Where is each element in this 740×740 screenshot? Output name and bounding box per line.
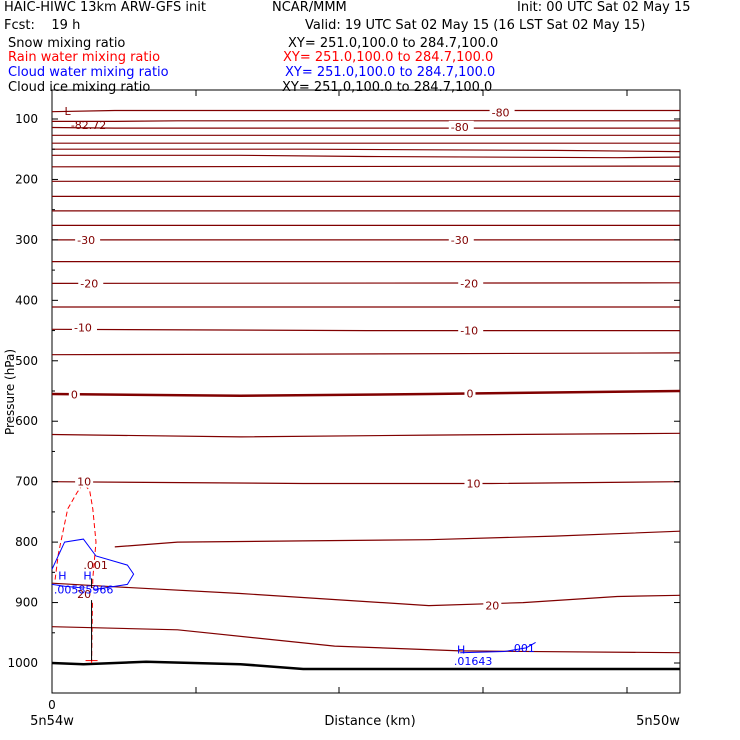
field-rain-xy: XY= 251.0,100.0 to 284.7,100.0 — [283, 50, 494, 65]
ground-surface — [51, 660, 680, 671]
field-ice-xy: XY= 251.0,100.0 to 284.7,100.0 — [282, 80, 493, 95]
y-tick-label: 100 — [15, 112, 38, 126]
isotherm-label: -20 — [80, 277, 98, 290]
extrema-label: H — [58, 569, 66, 582]
isotherm-label-bg — [68, 388, 80, 401]
x-tick-label-start: 0 — [48, 698, 56, 712]
isotherm-label-bg — [75, 233, 101, 246]
y-tick-label: 200 — [15, 172, 38, 186]
cloud-contours — [51, 538, 536, 654]
isotherm-line — [52, 148, 681, 153]
isotherm-line — [51, 432, 681, 438]
isotherm-label-bg — [78, 277, 104, 290]
x-right-label: 5n50w — [636, 714, 680, 729]
y-tick-label: 300 — [15, 233, 38, 247]
isotherm-line — [51, 126, 680, 129]
contour-labels: -80 -80 -30 -30 -20 -20 -10 -10 0 0 10 10 20 20 L-82.7… — [54, 105, 535, 668]
field-cloud-name: Cloud water mixing ratio — [8, 65, 169, 80]
header-fcst: Fcst: 19 h — [4, 18, 81, 33]
field-snow-xy: XY= 251.0,100.0 to 284.7,100.0 — [288, 36, 499, 51]
isotherm-line — [51, 389, 681, 398]
isotherm-label-bg — [483, 599, 502, 612]
isotherm-label-bg — [458, 277, 484, 290]
temperature-isotherms — [51, 109, 681, 654]
field-rain-name: Rain water mixing ratio — [8, 50, 161, 65]
isotherm-label: -30 — [451, 234, 469, 247]
y-tick-label: 900 — [15, 596, 38, 610]
isotherm-line — [51, 165, 681, 168]
isotherm-label: -10 — [460, 325, 478, 338]
isotherm-label: 0 — [71, 389, 78, 402]
ground-line — [51, 660, 680, 671]
isotherm-label-bg — [489, 106, 515, 119]
extrema-label: -82.72 — [71, 119, 106, 132]
isotherm-label-bg — [464, 477, 483, 490]
isotherm-label: 20 — [485, 600, 499, 613]
isotherm-label: 20 — [77, 588, 91, 601]
isotherm-label: 10 — [77, 476, 91, 489]
isotherm-label-bg — [71, 321, 97, 334]
extrema-label: H — [83, 569, 91, 582]
y-tick-label: 800 — [15, 535, 38, 549]
isotherm-label-bg — [448, 233, 474, 246]
isotherm-line — [114, 530, 681, 548]
y-tick-label: 500 — [15, 354, 38, 368]
extrema-label: .00585966 — [54, 583, 114, 596]
y-axis-title: Pressure (hPa) — [3, 349, 17, 435]
x-left-label: 5n54w — [30, 714, 74, 729]
isotherm-label: -80 — [492, 106, 510, 119]
y-tick-label: 400 — [15, 293, 38, 307]
isotherm-label-bg — [458, 324, 484, 337]
cloud-contour-left — [51, 538, 135, 590]
isotherm-line — [51, 582, 681, 607]
extrema-label: .001 — [510, 642, 535, 655]
header-org: NCAR/MMM — [272, 0, 347, 15]
isotherm-label: 10 — [466, 477, 480, 490]
isotherm-line — [51, 481, 681, 485]
isotherm-label: -80 — [451, 121, 469, 134]
x-axis-title: Distance (km) — [324, 714, 415, 729]
cloud-contour-right — [460, 641, 536, 654]
isotherm-line — [52, 120, 680, 123]
isotherm-label-bg — [75, 588, 94, 601]
isotherm-label: -20 — [460, 277, 478, 290]
header-init: Init: 00 UTC Sat 02 May 15 — [517, 0, 691, 15]
field-ice-name: Cloud ice mixing ratio — [8, 80, 151, 95]
isotherm-line — [52, 154, 681, 159]
extrema-label: .01643 — [454, 655, 493, 668]
extrema-label: .001 — [83, 559, 108, 572]
isotherm-label: -30 — [77, 234, 95, 247]
header-model: HAIC-HIWC 13km ARW-GFS init — [4, 0, 206, 15]
y-tick-label: 600 — [15, 414, 38, 428]
header-valid: Valid: 19 UTC Sat 02 May 15 (16 LST Sat … — [305, 18, 646, 33]
isotherm-line — [51, 352, 681, 356]
isotherm-line — [51, 109, 680, 113]
y-tick-label: 1000 — [7, 656, 38, 670]
isotherm-label: -10 — [74, 322, 92, 335]
extrema-label: L — [65, 105, 72, 118]
field-cloud-xy: XY= 251.0,100.0 to 284.7,100.0 — [285, 65, 496, 80]
extrema-label: H — [457, 644, 465, 657]
field-snow-name: Snow mixing ratio — [8, 36, 126, 51]
y-tick-label: 700 — [15, 475, 38, 489]
isotherm-line — [51, 328, 680, 332]
isotherm-line — [51, 282, 681, 284]
isotherm-label-bg — [448, 120, 474, 133]
isotherm-line — [51, 626, 681, 654]
isotherm-label-bg — [464, 387, 476, 400]
isotherm-label: 0 — [466, 387, 473, 400]
isotherm-label-bg — [75, 475, 94, 488]
